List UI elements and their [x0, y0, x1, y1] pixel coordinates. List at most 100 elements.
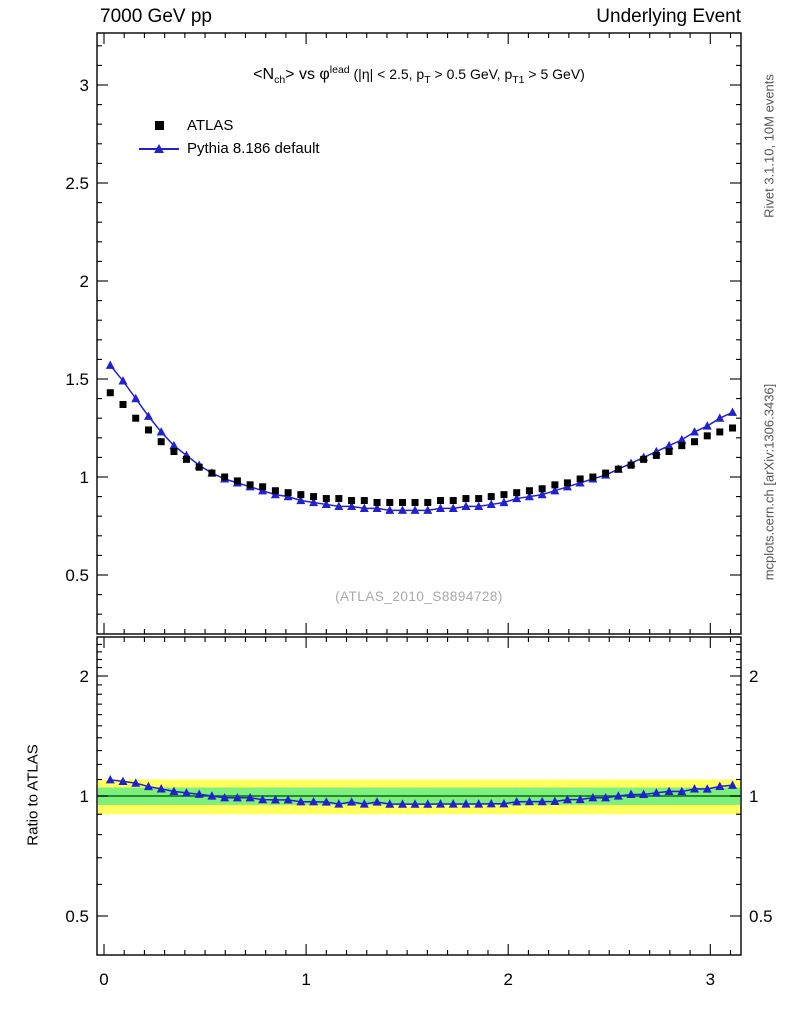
- ratio-point: [562, 794, 572, 804]
- ratio-point: [232, 792, 242, 802]
- legend-item-pythia: Pythia 8.186 default: [137, 137, 320, 160]
- atlas-point: [589, 473, 597, 481]
- pythia-point: [334, 501, 344, 510]
- atlas-point: [284, 489, 292, 497]
- atlas-point: [182, 455, 190, 463]
- legend: ATLAS Pythia 8.186 default: [137, 114, 320, 160]
- ratio-point: [258, 794, 268, 804]
- main-y-tick-label: 2: [80, 272, 89, 291]
- atlas-point: [652, 451, 660, 459]
- ratio-point: [601, 792, 611, 802]
- atlas-square-marker-icon: [154, 121, 164, 130]
- main-y-tick-label: 2.5: [65, 174, 89, 193]
- title-segment: T: [424, 74, 431, 86]
- x-tick-label: 2: [503, 970, 512, 989]
- pythia-point: [359, 503, 369, 512]
- pythia-series: [105, 360, 738, 514]
- atlas-point: [246, 481, 254, 489]
- pythia-point: [715, 413, 725, 422]
- atlas-point: [386, 498, 394, 506]
- pythia-point: [461, 501, 471, 510]
- atlas-point: [157, 438, 165, 446]
- atlas-point: [576, 475, 584, 483]
- ratio-point: [524, 796, 534, 806]
- atlas-point: [640, 455, 648, 463]
- atlas-series: [106, 389, 737, 506]
- x-tick-label: 1: [301, 970, 310, 989]
- legend-label-atlas: ATLAS: [187, 117, 234, 134]
- title-segment: <N: [253, 66, 275, 83]
- ratio-point: [296, 797, 306, 806]
- ratio-y-tick-label-left: 1: [80, 787, 89, 806]
- atlas-point: [602, 469, 610, 477]
- ratio-point: [639, 789, 649, 799]
- ratio-point: [702, 784, 712, 793]
- pythia-point: [296, 495, 306, 505]
- pythia-point: [385, 505, 395, 514]
- ratio-point: [588, 792, 598, 802]
- title-segment: φ: [319, 66, 330, 83]
- pythia-point: [131, 393, 141, 403]
- atlas-point: [310, 493, 318, 501]
- legend-item-atlas: ATLAS: [137, 114, 320, 137]
- atlas-point: [525, 487, 533, 495]
- main-y-tick-label: 1: [80, 468, 89, 487]
- analysis-group-label: Underlying Event: [596, 6, 741, 27]
- atlas-point: [487, 493, 495, 501]
- ratio-point: [220, 792, 230, 802]
- atlas-point: [119, 400, 127, 408]
- atlas-point: [513, 489, 521, 497]
- atlas-point: [144, 426, 152, 434]
- atlas-point: [297, 491, 305, 499]
- pythia-point: [537, 489, 547, 499]
- pythia-point: [347, 501, 357, 510]
- pythia-point: [512, 493, 522, 503]
- atlas-point: [335, 495, 343, 503]
- pythia-point: [309, 497, 319, 507]
- pythia-point: [423, 505, 433, 514]
- ratio-point: [131, 778, 141, 787]
- mcplots-arxiv-label: mcplots.cern.ch [arXiv:1306.3436]: [761, 383, 777, 581]
- atlas-point: [373, 498, 381, 506]
- title-segment: ch: [274, 74, 286, 86]
- atlas-point: [348, 497, 356, 505]
- rivet-version-label: Rivet 3.1.10, 10M events: [761, 74, 777, 218]
- ratio-point: [474, 799, 484, 808]
- title-segment: > 0.5 GeV, p: [430, 66, 513, 82]
- ratio-point: [181, 788, 191, 797]
- ratio-point: [156, 784, 166, 793]
- atlas-point: [500, 491, 508, 499]
- atlas-point: [132, 414, 140, 422]
- ratio-y-tick-label-right: 2: [749, 667, 758, 686]
- atlas-point: [170, 448, 178, 456]
- atlas-point: [691, 438, 699, 446]
- pythia-point: [372, 503, 382, 512]
- main-y-tick-label: 1.5: [65, 370, 89, 389]
- ratio-y-axis-label: Ratio to ATLAS: [24, 744, 42, 846]
- atlas-point: [449, 497, 457, 505]
- pythia-point: [169, 440, 179, 450]
- ratio-y-tick-label-right: 1: [749, 787, 758, 806]
- pythia-triangle-marker-icon: [154, 144, 164, 153]
- pythia-point: [728, 407, 738, 416]
- ratio-point: [347, 797, 357, 806]
- main-panel-frame: [96, 32, 742, 635]
- ratio-point: [283, 795, 293, 804]
- ratio-point: [334, 799, 344, 808]
- ratio-point: [499, 798, 509, 808]
- atlas-point: [729, 424, 737, 432]
- atlas-point: [399, 498, 407, 506]
- pythia-point: [702, 421, 712, 430]
- atlas-marker-area: [137, 119, 181, 133]
- ratio-point: [385, 799, 395, 808]
- ratio-series: [105, 775, 738, 808]
- panel-frames: [96, 32, 742, 956]
- atlas-point: [436, 497, 444, 505]
- ratio-point: [359, 799, 369, 808]
- ratio-point: [309, 797, 319, 806]
- ratio-point: [245, 792, 255, 802]
- ratio-point: [677, 786, 687, 796]
- pythia-marker-area: [137, 142, 181, 156]
- main-y-tick-label: 3: [80, 76, 89, 95]
